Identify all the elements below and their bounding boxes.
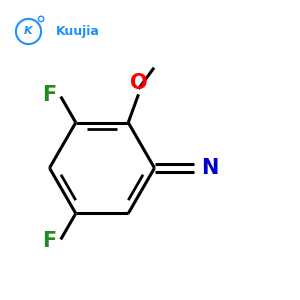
Text: F: F xyxy=(42,231,56,251)
Text: K: K xyxy=(24,26,33,37)
Text: Kuujia: Kuujia xyxy=(56,25,100,38)
Text: N: N xyxy=(201,158,218,178)
Text: F: F xyxy=(42,85,56,105)
Text: O: O xyxy=(130,73,147,93)
